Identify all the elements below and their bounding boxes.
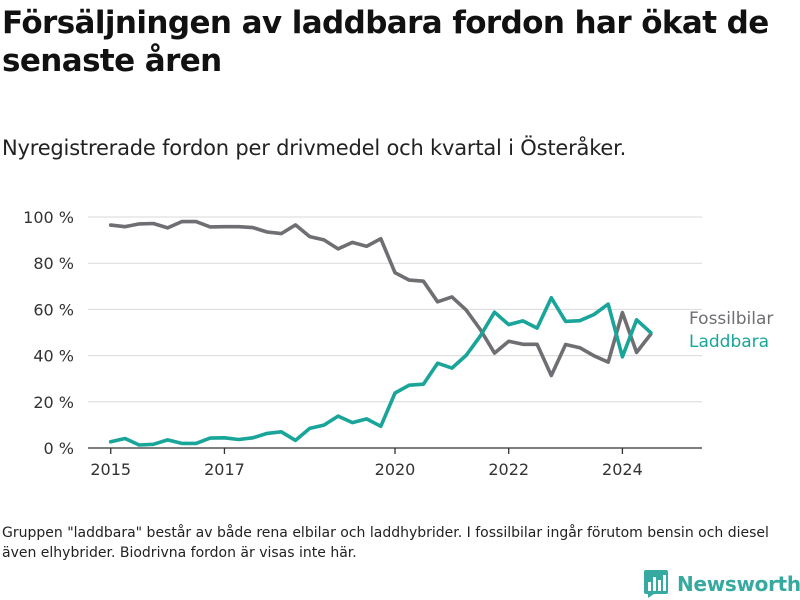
x-tick-label: 2024 — [602, 460, 643, 479]
series-line-laddbara — [108, 296, 653, 447]
brand-name: Newsworthy — [677, 572, 800, 596]
y-tick-label: 40 % — [33, 347, 74, 366]
legend-label-fossilbilar: Fossilbilar — [689, 309, 773, 329]
chart-subtitle: Nyregistrerade fordon per drivmedel och … — [2, 136, 627, 160]
y-tick-label: 0 % — [44, 439, 74, 458]
brand-logo: Newsworthy — [644, 569, 800, 599]
y-tick-label: 80 % — [33, 254, 74, 273]
x-tick-label: 2015 — [90, 460, 131, 479]
y-tick-label: 60 % — [33, 300, 74, 319]
chart-title: Försäljningen av laddbara fordon har öka… — [2, 5, 769, 79]
legend-label-laddbara: Laddbara — [689, 332, 769, 352]
bar-chart-logo-icon — [644, 570, 668, 598]
x-tick-label: 2017 — [204, 460, 245, 479]
line-chart: 0 % 20 % 40 % 60 % 80 % 100 % 2015 2017 2020 2022… — [23, 208, 773, 479]
x-tick-label: 2020 — [375, 460, 416, 479]
footnote: Gruppen "laddbara" består av både rena e… — [2, 525, 769, 561]
y-tick-label: 100 % — [23, 208, 74, 227]
series-line-fossilbilar — [108, 219, 653, 378]
x-tick-label: 2022 — [488, 460, 529, 479]
y-tick-label: 20 % — [33, 393, 74, 412]
